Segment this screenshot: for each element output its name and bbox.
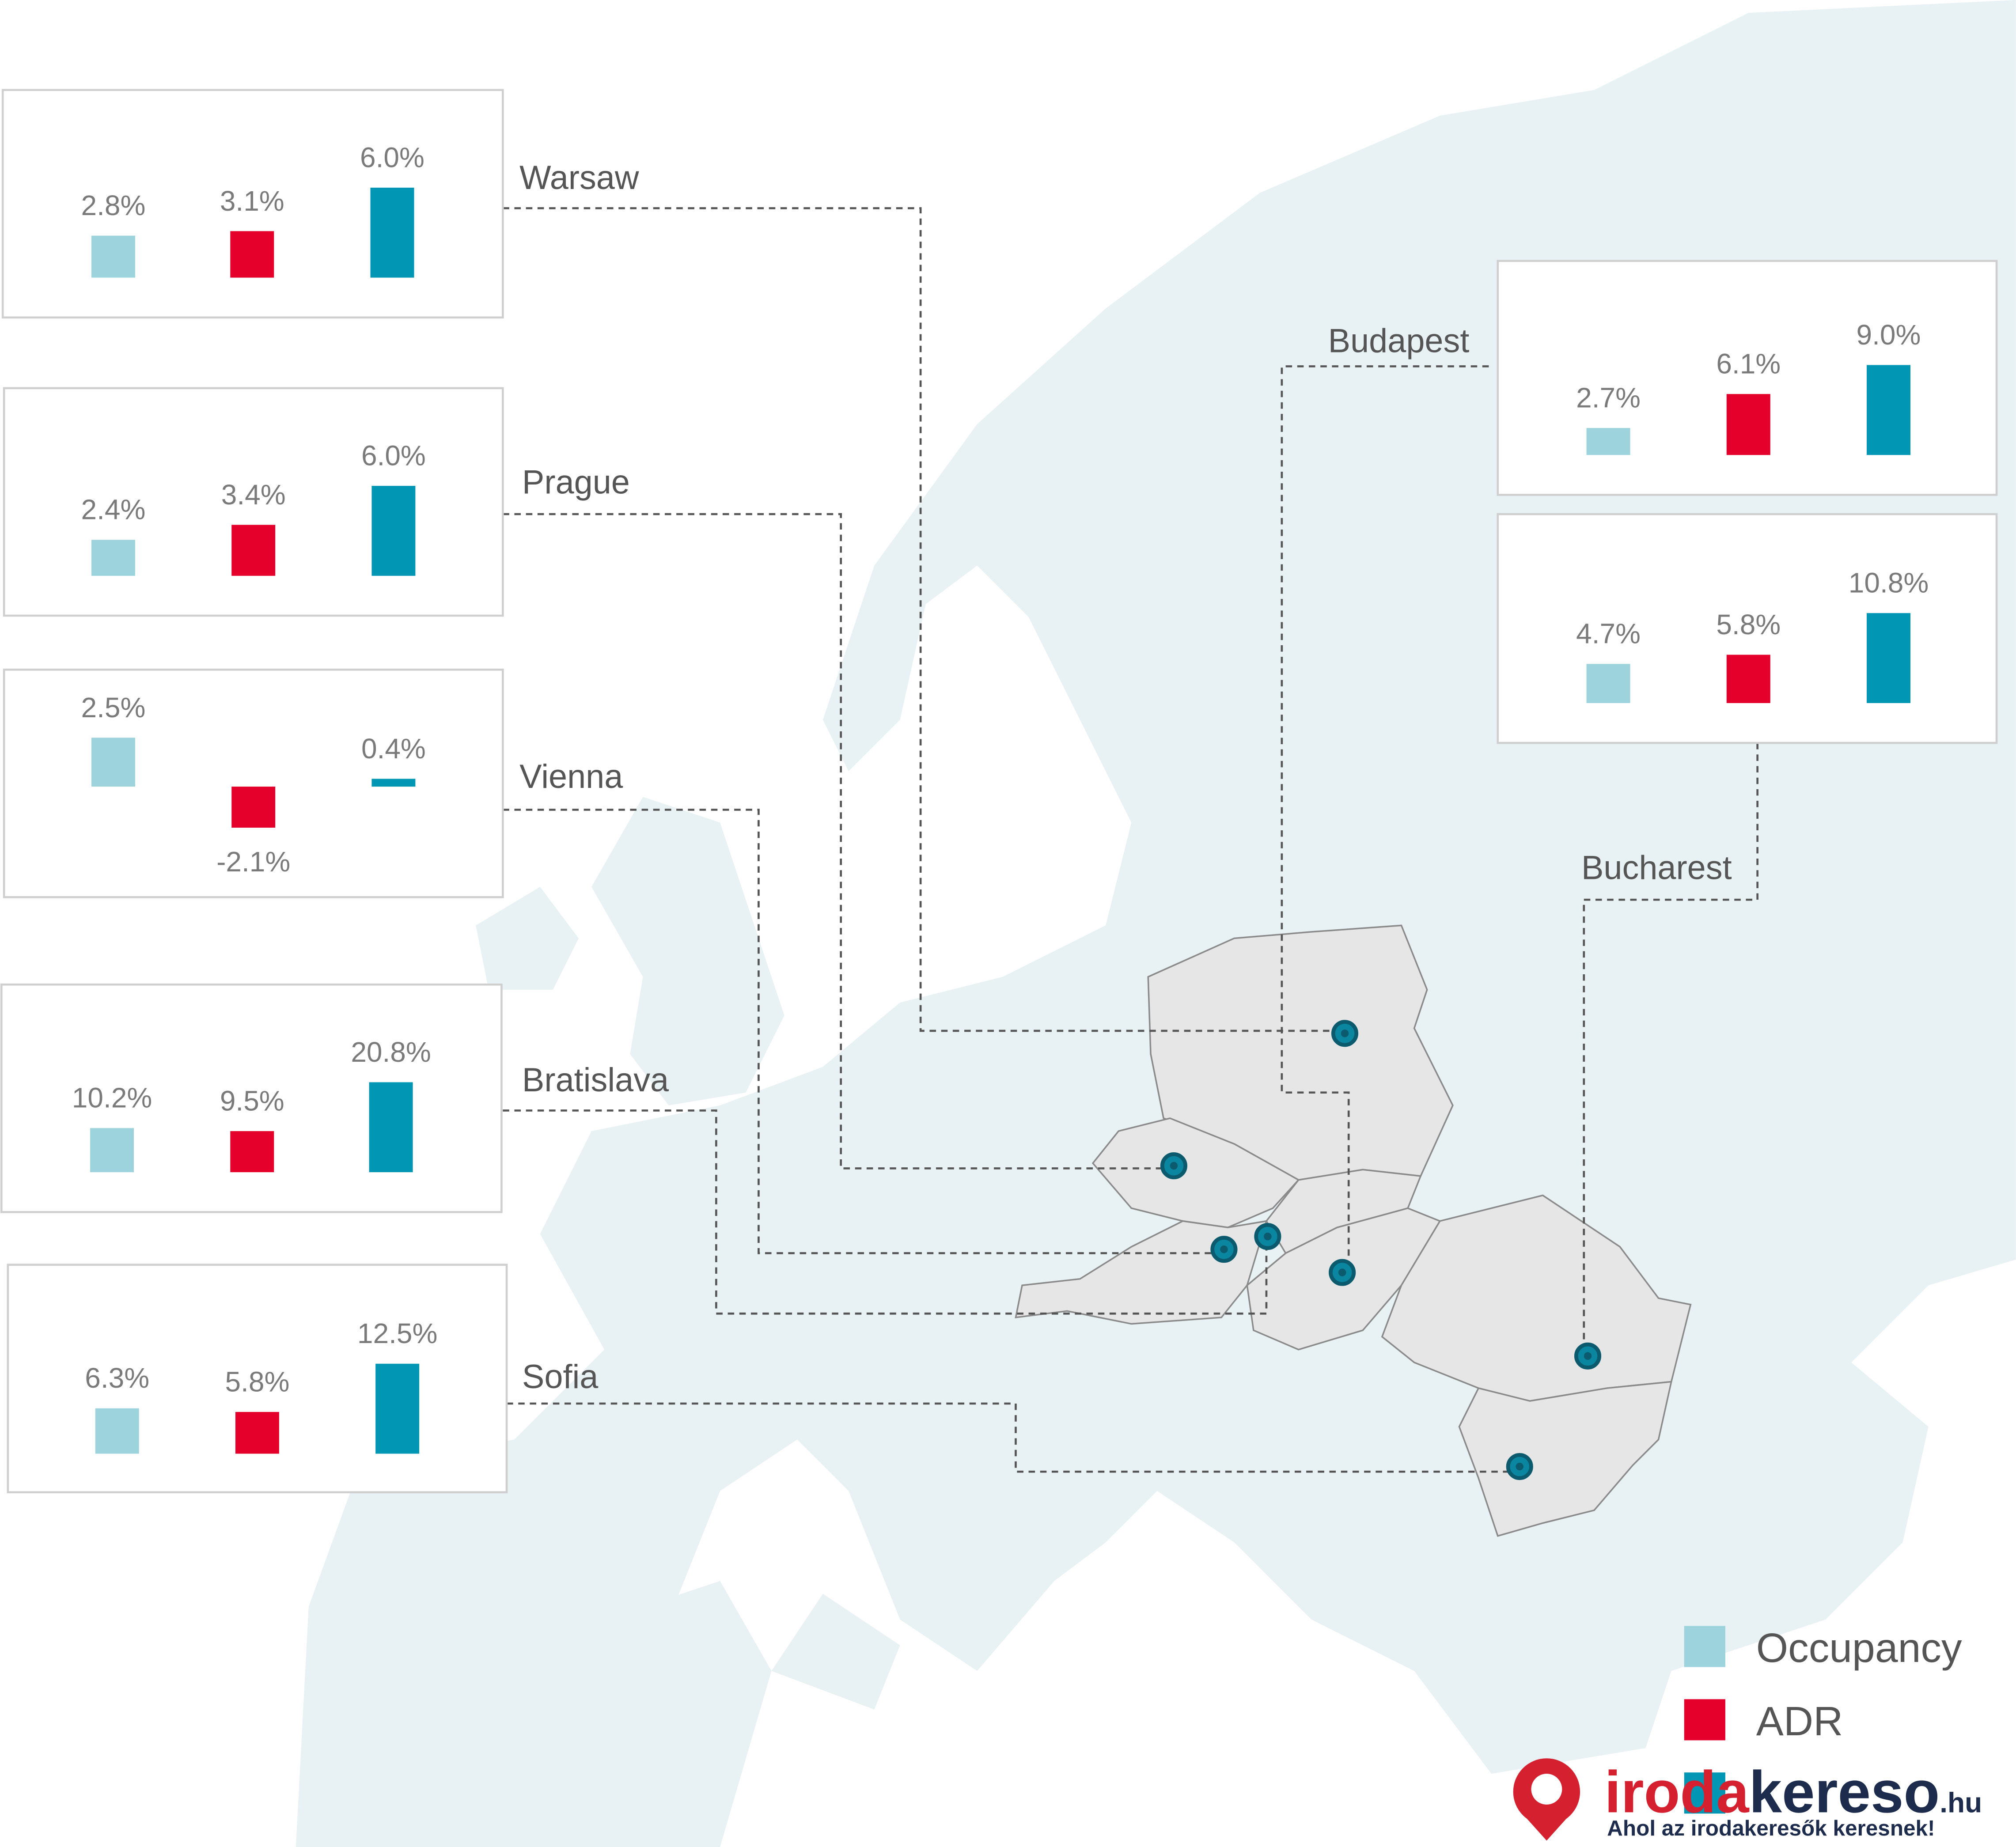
bar xyxy=(1726,394,1770,455)
city-label: Bucharest xyxy=(1581,850,1732,887)
logo-text-a: iroda xyxy=(1604,1759,1750,1825)
connectors xyxy=(503,207,1758,1473)
legend-label: Occupancy xyxy=(1756,1625,1962,1671)
city-label: Bratislava xyxy=(522,1062,669,1099)
legend-swatch xyxy=(1684,1772,1725,1814)
logo-suffix: .hu xyxy=(1940,1786,1982,1818)
bar xyxy=(1867,613,1910,703)
value-label: 2.8% xyxy=(81,189,146,221)
city-label: Vienna xyxy=(519,758,623,795)
connector xyxy=(503,809,1224,1254)
value-label: 6.1% xyxy=(1716,348,1781,380)
legend-swatch xyxy=(1684,1626,1725,1667)
value-label: 3.4% xyxy=(221,479,286,511)
value-label: 3.1% xyxy=(220,185,284,217)
bar xyxy=(1586,428,1630,455)
city-label: Sofia xyxy=(522,1359,599,1396)
city-dot-center xyxy=(1338,1268,1346,1276)
value-label: 12.5% xyxy=(357,1317,438,1349)
city-dot-center xyxy=(1516,1462,1524,1471)
bar xyxy=(1586,664,1630,703)
cee-countries xyxy=(1015,924,1692,1537)
city-dot-center xyxy=(1341,1029,1349,1037)
value-label: 6.0% xyxy=(360,141,424,173)
bar xyxy=(91,540,135,576)
value-label: 2.4% xyxy=(81,494,146,526)
logo-pin-hole xyxy=(1531,1774,1562,1805)
bar xyxy=(1726,655,1770,703)
value-label: 9.0% xyxy=(1857,319,1921,351)
value-label: 4.7% xyxy=(1576,618,1641,650)
bar xyxy=(235,1412,279,1454)
panel-box xyxy=(1497,513,1998,744)
value-label: 5.8% xyxy=(225,1366,289,1397)
city-label: Warsaw xyxy=(519,159,639,197)
bar xyxy=(370,187,414,278)
panel-box xyxy=(7,1264,508,1494)
city-dots xyxy=(1160,1020,1602,1480)
connector xyxy=(503,1109,1268,1315)
logo-text: irodakereso.hu xyxy=(1604,1759,1982,1825)
city-dot-center xyxy=(1170,1162,1178,1170)
legend-swatch xyxy=(1684,1699,1725,1741)
legend-label: ADR xyxy=(1756,1698,1843,1744)
value-label: 6.3% xyxy=(85,1362,149,1394)
panel-box xyxy=(3,668,504,898)
bar xyxy=(230,231,274,278)
value-label: 10.2% xyxy=(72,1082,152,1114)
value-label: 20.8% xyxy=(351,1036,431,1068)
logo-pin-tip xyxy=(1523,1815,1570,1841)
bar xyxy=(375,1363,420,1454)
bar xyxy=(91,235,135,278)
city-label: Prague xyxy=(522,464,630,501)
bar xyxy=(231,525,276,576)
connector xyxy=(503,207,1345,1032)
city-label: Budapest xyxy=(1328,322,1470,360)
panel-box xyxy=(1,89,504,319)
city-dot-center xyxy=(1584,1352,1592,1360)
bar xyxy=(230,1131,274,1173)
connector xyxy=(507,1402,1520,1473)
bar xyxy=(371,779,416,787)
bar xyxy=(1867,365,1910,455)
value-label: -2.1% xyxy=(216,846,290,878)
connector xyxy=(1583,743,1758,1356)
city-dot-center xyxy=(1220,1245,1228,1253)
value-label: 2.7% xyxy=(1576,382,1641,414)
logo: irodakereso.hu Ahol az irodakeresők kere… xyxy=(1513,1758,1982,1841)
bar xyxy=(95,1408,139,1454)
value-label: 10.8% xyxy=(1849,567,1929,599)
panel-box xyxy=(0,983,503,1213)
connector xyxy=(503,513,1174,1170)
value-label: 0.4% xyxy=(361,733,426,765)
value-label: 2.5% xyxy=(81,692,146,723)
legend: Occupancy ADR xyxy=(1684,1625,1962,1814)
value-label: 5.8% xyxy=(1716,609,1781,640)
logo-text-b: kereso xyxy=(1749,1759,1940,1825)
bar xyxy=(371,486,416,576)
value-label: 9.5% xyxy=(220,1085,284,1117)
bar xyxy=(91,738,135,787)
panel-box xyxy=(1497,260,1998,496)
bar xyxy=(231,787,276,828)
value-label: 6.0% xyxy=(361,440,426,472)
panels: Warsaw 2.8% 3.1% 6.0% Prague 2.4% 3.4% 6.0% Vien… xyxy=(0,89,1998,1494)
logo-tagline: Ahol az irodakeresők keresnek! xyxy=(1607,1816,1935,1840)
city-dot-center xyxy=(1264,1232,1272,1241)
bar xyxy=(90,1128,134,1173)
bar xyxy=(369,1082,413,1173)
panel-box xyxy=(3,387,504,617)
